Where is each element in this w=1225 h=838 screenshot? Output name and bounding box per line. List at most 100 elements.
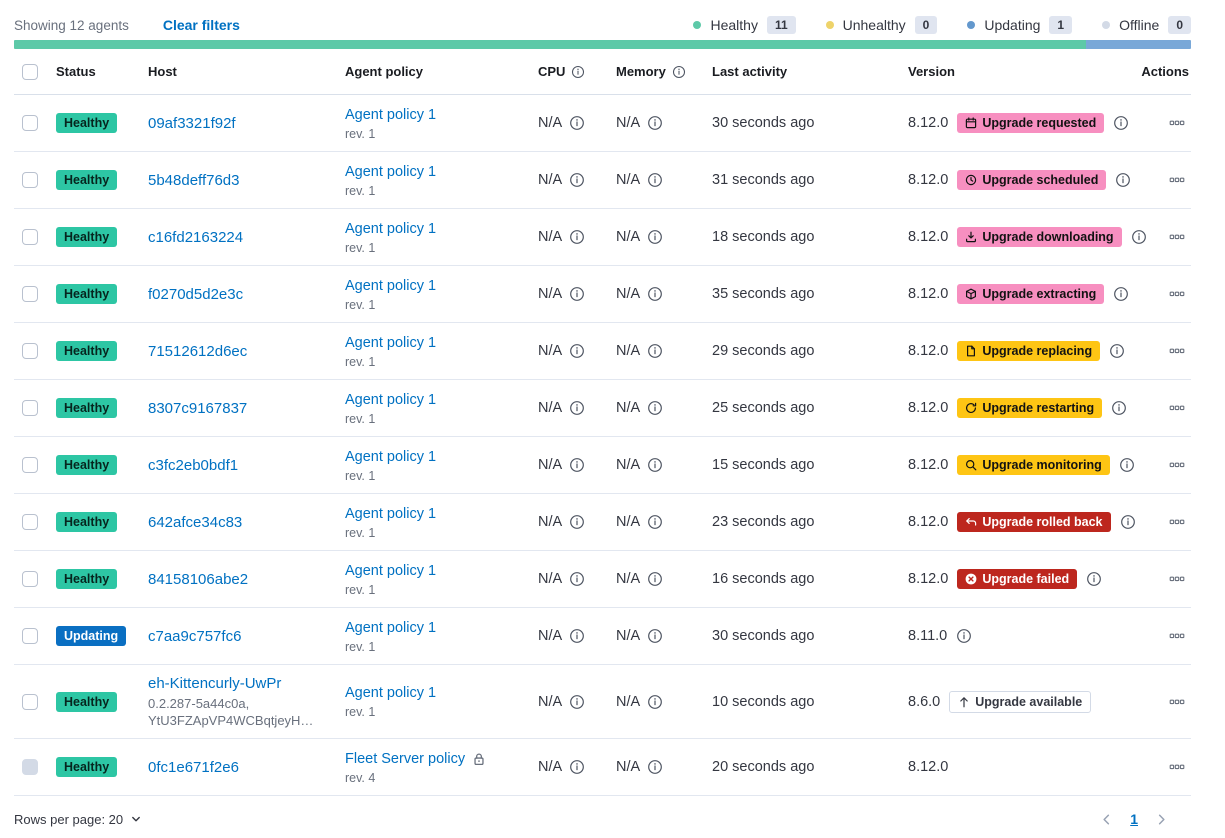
memory-info-icon[interactable]	[647, 694, 663, 710]
agent-host-link[interactable]: 642afce34c83	[148, 513, 243, 531]
agent-host-link[interactable]: 8307c9167837	[148, 399, 248, 417]
row-checkbox[interactable]	[22, 457, 38, 473]
row-actions-button[interactable]	[1167, 455, 1187, 475]
chevron-down-icon	[130, 813, 142, 825]
cpu-info-icon[interactable]	[569, 172, 585, 188]
row-actions-button[interactable]	[1167, 341, 1187, 361]
upgrade-details-info-icon[interactable]	[1131, 229, 1147, 245]
agent-policy-link[interactable]: Agent policy 1	[345, 562, 437, 579]
row-checkbox[interactable]	[22, 115, 38, 131]
page-number-1[interactable]: 1	[1130, 811, 1138, 827]
previous-page-button[interactable]	[1099, 812, 1114, 827]
row-actions-button[interactable]	[1167, 113, 1187, 133]
cpu-info-icon[interactable]	[569, 514, 585, 530]
upgrade-details-info-icon[interactable]	[1086, 571, 1102, 587]
agent-policy-link[interactable]: Agent policy 1	[345, 505, 437, 522]
agent-host-link[interactable]: 71512612d6ec	[148, 342, 248, 360]
memory-info-icon[interactable]	[647, 400, 663, 416]
row-checkbox[interactable]	[22, 343, 38, 359]
select-all-checkbox[interactable]	[22, 63, 38, 80]
row-actions-button[interactable]	[1167, 569, 1187, 589]
agent-row: Healthy 5b48deff76d3 Agent policy 1 rev.…	[14, 152, 1191, 209]
memory-info-icon[interactable]	[647, 514, 663, 530]
agent-policy-link[interactable]: Agent policy 1	[345, 220, 437, 237]
row-actions-button[interactable]	[1167, 512, 1187, 532]
agent-host-link[interactable]: 09af3321f92f	[148, 114, 236, 132]
cpu-info-icon[interactable]	[569, 694, 585, 710]
col-header-agent-policy: Agent policy	[345, 64, 424, 79]
cpu-info-icon[interactable]	[569, 400, 585, 416]
agent-policy-link[interactable]: Agent policy 1	[345, 106, 437, 123]
row-checkbox[interactable]	[22, 172, 38, 188]
cpu-header-info-icon[interactable]	[571, 65, 585, 79]
memory-info-icon[interactable]	[647, 172, 663, 188]
row-actions-button[interactable]	[1167, 284, 1187, 304]
agent-policy-link[interactable]: Agent policy 1	[345, 391, 437, 408]
agent-host-link[interactable]: c7aa9c757fc6	[148, 627, 242, 645]
memory-info-icon[interactable]	[647, 286, 663, 302]
agent-policy-link[interactable]: Agent policy 1	[345, 277, 437, 294]
agent-policy-link[interactable]: Agent policy 1	[345, 448, 437, 465]
row-checkbox[interactable]	[22, 400, 38, 416]
memory-info-icon[interactable]	[647, 759, 663, 775]
agent-policy-link[interactable]: Agent policy 1	[345, 619, 437, 636]
cpu-info-icon[interactable]	[569, 115, 585, 131]
cpu-info-icon[interactable]	[569, 759, 585, 775]
col-header-host: Host	[148, 64, 177, 79]
agent-host-link[interactable]: 84158106abe2	[148, 570, 249, 588]
cpu-info-icon[interactable]	[569, 571, 585, 587]
memory-info-icon[interactable]	[647, 115, 663, 131]
cpu-value: N/A	[538, 400, 563, 416]
upgrade-details-info-icon[interactable]	[956, 628, 972, 644]
row-checkbox[interactable]	[22, 229, 38, 245]
row-checkbox[interactable]	[22, 514, 38, 530]
agent-host-link[interactable]: c16fd2163224	[148, 228, 244, 246]
row-checkbox[interactable]	[22, 628, 38, 644]
last-activity: 15 seconds ago	[712, 457, 815, 473]
agent-policy-link[interactable]: Agent policy 1	[345, 334, 437, 351]
cpu-info-icon[interactable]	[569, 229, 585, 245]
cpu-info-icon[interactable]	[569, 286, 585, 302]
upgrade-details-info-icon[interactable]	[1111, 400, 1127, 416]
agent-host-link[interactable]: eh-Kittencurly-UwPr	[148, 675, 282, 692]
row-actions-button[interactable]	[1167, 626, 1187, 646]
memory-info-icon[interactable]	[647, 628, 663, 644]
memory-info-icon[interactable]	[647, 343, 663, 359]
upgrade-details-info-icon[interactable]	[1115, 172, 1131, 188]
row-actions-button[interactable]	[1167, 170, 1187, 190]
memory-header-info-icon[interactable]	[672, 65, 686, 79]
policy-revision: rev. 1	[345, 354, 376, 369]
agent-status-badge: Updating	[56, 626, 127, 646]
lock-icon	[472, 752, 486, 766]
cpu-info-icon[interactable]	[569, 343, 585, 359]
agent-policy-link[interactable]: Agent policy 1	[345, 163, 437, 180]
row-checkbox[interactable]	[22, 693, 38, 710]
inspect-icon	[965, 459, 977, 471]
agent-policy-link[interactable]: Fleet Server policy	[345, 750, 466, 767]
row-checkbox[interactable]	[22, 571, 38, 587]
memory-info-icon[interactable]	[647, 457, 663, 473]
upgrade-details-info-icon[interactable]	[1119, 457, 1135, 473]
upgrade-details-info-icon[interactable]	[1113, 115, 1129, 131]
row-checkbox[interactable]	[22, 286, 38, 302]
memory-info-icon[interactable]	[647, 571, 663, 587]
cpu-info-icon[interactable]	[569, 628, 585, 644]
table-body: Healthy 09af3321f92f Agent policy 1 rev.…	[14, 95, 1191, 796]
agent-host-link[interactable]: f0270d5d2e3c	[148, 285, 244, 303]
cpu-info-icon[interactable]	[569, 457, 585, 473]
clear-filters-link[interactable]: Clear filters	[162, 17, 240, 33]
row-actions-button[interactable]	[1167, 692, 1187, 712]
next-page-button[interactable]	[1154, 812, 1169, 827]
agent-host-link[interactable]: 0fc1e671f2e6	[148, 758, 239, 776]
row-actions-button[interactable]	[1167, 757, 1187, 777]
row-actions-button[interactable]	[1167, 227, 1187, 247]
agent-policy-link[interactable]: Agent policy 1	[345, 685, 437, 701]
upgrade-details-info-icon[interactable]	[1113, 286, 1129, 302]
row-actions-button[interactable]	[1167, 398, 1187, 418]
agent-host-link[interactable]: c3fc2eb0bdf1	[148, 456, 239, 474]
agent-host-link[interactable]: 5b48deff76d3	[148, 171, 240, 189]
memory-info-icon[interactable]	[647, 229, 663, 245]
upgrade-details-info-icon[interactable]	[1120, 514, 1136, 530]
rows-per-page-control[interactable]: Rows per page: 20	[14, 812, 142, 827]
upgrade-details-info-icon[interactable]	[1109, 343, 1125, 359]
